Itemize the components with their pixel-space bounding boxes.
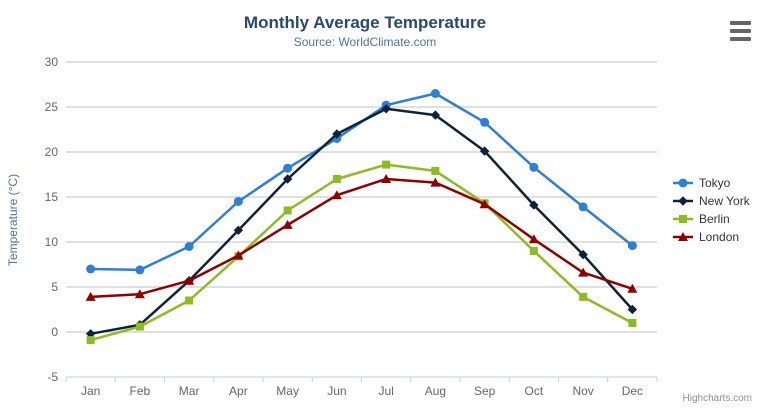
x-axis-tick-label: Jan	[81, 384, 100, 398]
data-point-marker	[529, 247, 538, 255]
data-point-marker	[627, 241, 637, 251]
x-axis-tick-label: Sep	[474, 384, 496, 398]
data-point-marker	[430, 177, 441, 187]
data-point-marker	[331, 190, 342, 200]
y-axis-title: Temperature (°C)	[6, 173, 20, 267]
data-point-marker	[86, 336, 95, 345]
data-point-marker	[578, 267, 589, 277]
data-point-marker	[135, 322, 144, 331]
data-point-marker	[381, 104, 391, 114]
legend-item-tokyo[interactable]: Tokyo	[672, 174, 750, 192]
data-point-marker	[529, 200, 539, 210]
legend-marker-shape	[678, 232, 688, 241]
data-point-marker	[382, 160, 391, 169]
data-point-marker	[480, 117, 490, 127]
data-point-marker	[282, 174, 293, 184]
data-point-marker	[135, 265, 145, 275]
data-point-marker	[134, 289, 145, 299]
legend-label: New York	[699, 194, 750, 208]
legend-label: Berlin	[699, 212, 730, 226]
series-london	[85, 174, 638, 301]
series-tokyo	[86, 89, 637, 275]
series-line	[89, 92, 634, 272]
data-point-marker	[233, 197, 243, 206]
y-axis-tick-label: 5	[51, 280, 58, 294]
x-axis-tick-label: Oct	[525, 384, 544, 398]
legend-item-new-york[interactable]: New York	[672, 192, 750, 210]
data-point-marker	[381, 174, 392, 183]
data-point-marker	[628, 319, 637, 327]
data-point-marker	[579, 292, 588, 301]
legend-marker-shape	[679, 215, 687, 223]
chart-subtitle: Source: WorldClimate.com	[293, 35, 437, 49]
y-axis-tick-label: 25	[45, 100, 59, 114]
x-axis-tick-label: Jun	[327, 384, 346, 398]
x-axis-tick-label: Dec	[622, 384, 643, 398]
hamburger-icon	[730, 21, 751, 25]
data-point-marker	[233, 225, 244, 235]
data-point-marker	[185, 296, 194, 305]
data-point-marker	[184, 242, 194, 251]
x-axis-tick-label: Apr	[229, 384, 248, 398]
data-point-marker	[578, 202, 588, 212]
x-axis-tick-label: May	[276, 384, 299, 398]
chart-title: Monthly Average Temperature	[243, 13, 487, 32]
y-axis-tick-label: 30	[45, 55, 59, 69]
y-axis-tick-label: 10	[45, 235, 59, 249]
x-axis-tick-label: Jul	[378, 384, 393, 398]
data-point-marker	[479, 199, 490, 209]
data-point-marker	[430, 89, 440, 98]
data-point-marker	[479, 146, 490, 156]
triangle-legend-marker-icon	[673, 232, 693, 241]
data-point-marker	[431, 166, 440, 175]
data-point-marker	[430, 110, 441, 120]
x-axis-tick-label: Mar	[179, 384, 200, 398]
y-axis-tick-label: -5	[47, 370, 58, 384]
data-point-marker	[528, 234, 539, 244]
hamburger-icon	[730, 29, 751, 33]
data-point-marker	[283, 206, 292, 215]
circle-legend-marker-icon	[673, 178, 693, 188]
legend: Tokyo New York Berlin London	[672, 174, 750, 246]
legend-marker-shape	[678, 178, 688, 188]
data-point-marker	[86, 264, 96, 274]
credits-link[interactable]: Highcharts.com	[682, 393, 752, 404]
series-line	[89, 107, 634, 336]
x-axis-tick-label: Nov	[572, 384, 593, 398]
data-point-marker	[184, 275, 195, 285]
x-axis-tick-label: Aug	[425, 384, 446, 398]
series-new-york	[85, 104, 638, 339]
legend-marker-shape	[678, 196, 688, 206]
legend-item-london[interactable]: London	[672, 228, 750, 246]
data-point-marker	[233, 250, 244, 260]
data-point-marker	[627, 304, 638, 315]
data-point-marker	[578, 249, 588, 260]
data-point-marker	[627, 283, 638, 293]
data-point-marker	[282, 219, 293, 229]
y-axis-tick-label: 0	[51, 325, 58, 339]
y-axis-tick-label: 15	[45, 190, 59, 204]
data-point-marker	[332, 175, 341, 183]
legend-item-berlin[interactable]: Berlin	[672, 210, 750, 228]
y-axis-tick-label: 20	[45, 145, 59, 159]
square-legend-marker-icon	[673, 215, 693, 223]
data-point-marker	[85, 291, 96, 301]
diamond-legend-marker-icon	[673, 196, 693, 206]
legend-label: London	[699, 230, 740, 244]
hamburger-icon	[730, 37, 751, 41]
data-point-marker	[332, 129, 342, 139]
legend-label: Tokyo	[699, 176, 731, 190]
series-line	[89, 163, 634, 342]
data-point-marker	[529, 162, 539, 172]
export-menu-button[interactable]	[729, 19, 753, 43]
series-line	[89, 177, 634, 299]
x-axis-tick-label: Feb	[130, 384, 151, 398]
data-point-marker	[283, 163, 293, 173]
